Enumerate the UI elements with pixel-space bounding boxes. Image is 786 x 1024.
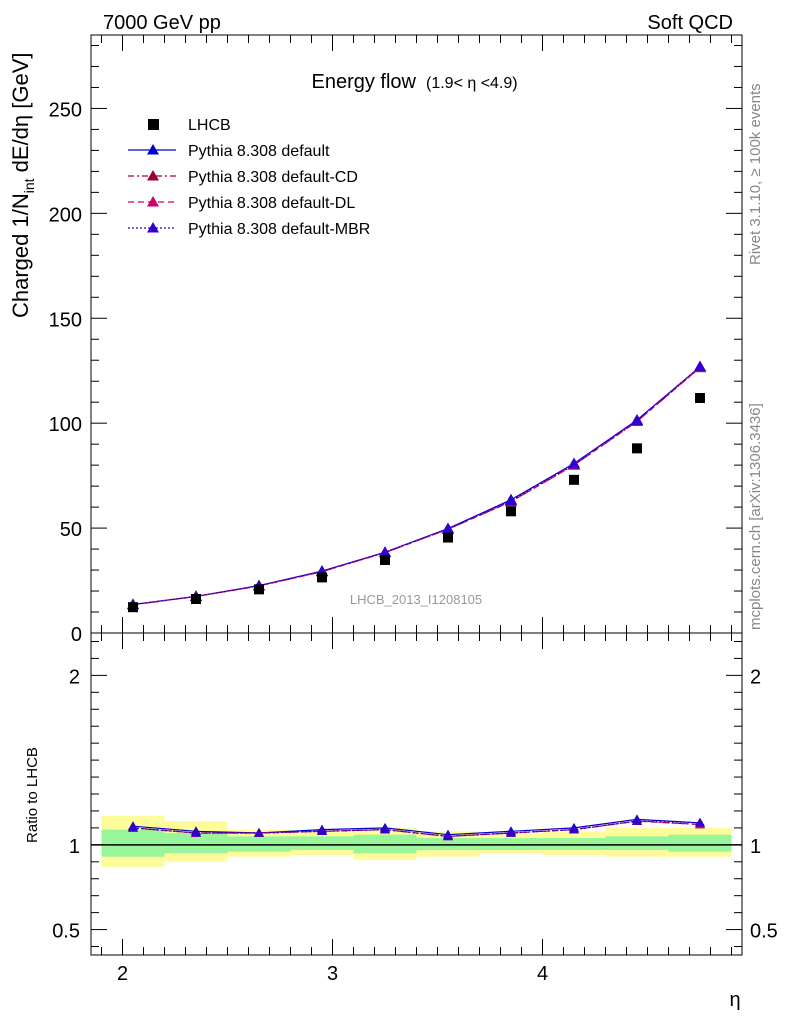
uncertainty-band-green [479, 838, 543, 850]
data-point-marker [506, 506, 516, 517]
main-y-tick-label: 50 [60, 519, 82, 541]
ratio-3-marker [443, 831, 453, 841]
ratio-frame [90, 632, 743, 956]
uncertainty-band-green [605, 836, 669, 850]
data-point-marker [254, 584, 264, 595]
ratio-y-tick-label-right: 0.5 [750, 921, 778, 943]
legend-marker-3 [147, 222, 159, 233]
data-point-marker [128, 602, 138, 613]
ratio-y-tick-label: 0.5 [52, 921, 80, 943]
ratio-y-axis-label: Ratio to LHCB [24, 747, 41, 843]
y-label-main: Charged 1/N [8, 193, 33, 318]
series-3-marker [442, 522, 454, 534]
ratio-line-3 [132, 820, 701, 838]
legend-marker-data [148, 119, 159, 130]
ratio-3-marker [632, 816, 642, 825]
main-y-tick-label: 250 [49, 99, 82, 121]
data-point-marker [380, 554, 390, 565]
ratio-data-layer [91, 814, 742, 867]
header-process-label: Soft QCD [647, 12, 733, 34]
data-point-marker [317, 572, 327, 583]
ratio-3-marker [695, 817, 705, 827]
ratio-y-tick-label-right: 1 [750, 836, 761, 858]
ratio-3-marker [380, 824, 390, 834]
ratio-axis-ticks: 0.5 0.5 1 1 2 2 2 3 4 [52, 633, 778, 985]
uncertainty-band-green [668, 834, 732, 852]
data-point-marker [695, 392, 705, 403]
legend-label: LHCB [188, 117, 231, 134]
series-3-marker [631, 414, 643, 425]
chart-title: Energy flow [312, 71, 417, 93]
uncertainty-band-green [416, 838, 480, 850]
y-label-subscript: int [21, 178, 37, 193]
series-3-marker [694, 360, 706, 372]
main-y-tick-label: 100 [49, 414, 82, 436]
legend: LHCB Pythia 8.308 default Pythia 8.308 def… [128, 117, 370, 238]
mcplots-source-label: mcplots.cern.ch [arXiv:1306.3436] [747, 403, 764, 630]
legend-label: Pythia 8.308 default-DL [188, 195, 355, 212]
x-axis-label: η [729, 989, 740, 1011]
data-point-marker [569, 474, 579, 485]
uncertainty-band-green [542, 838, 606, 850]
ratio-y-tick-label: 1 [69, 836, 80, 858]
uncertainty-band-green [164, 832, 228, 854]
legend-marker-2 [147, 196, 159, 207]
header-beam-label: 7000 GeV pp [103, 12, 221, 34]
ratio-panel: 0.5 0.5 1 1 2 2 2 3 4 Ratio to LHCB η [24, 632, 778, 1011]
rivet-version-label: Rivet 3.1.10, ≥ 100k events [747, 83, 764, 265]
main-y-tick-label: 200 [49, 204, 82, 226]
series-3-marker [568, 458, 580, 469]
series-line-3 [132, 366, 701, 606]
legend-label: Pythia 8.308 default-MBR [188, 221, 370, 238]
ratio-y-tick-label: 2 [69, 666, 80, 688]
main-y-tick-label: 150 [49, 309, 82, 331]
legend-label: Pythia 8.308 default-CD [188, 169, 358, 186]
x-tick-label: 3 [327, 963, 338, 985]
uncertainty-band-green [290, 836, 354, 850]
series-line-0 [132, 366, 701, 606]
ratio-3-marker [254, 827, 264, 837]
uncertainty-band-green [227, 836, 291, 852]
legend-label: Pythia 8.308 default [188, 143, 330, 160]
uncertainty-band-green [101, 829, 165, 857]
x-tick-label: 2 [117, 963, 128, 985]
main-axis-ticks: 0 50 100 150 200 250 [49, 35, 742, 646]
y-label-rest: dE/dη [GeV] [8, 52, 33, 178]
series-3-marker [379, 546, 391, 557]
ratio-y-tick-label-right: 2 [750, 666, 761, 688]
ratio-3-marker [569, 824, 579, 834]
ratio-3-marker [317, 826, 327, 836]
ratio-3-marker [128, 822, 138, 832]
main-data-layer [127, 360, 706, 613]
main-y-axis-label: Charged 1/Nint dE/dη [GeV] [8, 52, 37, 318]
chart-title-range: (1.9< η <4.9) [426, 75, 518, 92]
analysis-watermark: LHCB_2013_I1208105 [350, 592, 482, 607]
uncertainty-band-green [353, 834, 417, 854]
ratio-3-marker [191, 827, 201, 837]
legend-marker-1 [147, 170, 159, 181]
main-panel: 0 50 100 150 200 250 Energy flow (1.9< η <4.9… [8, 34, 743, 646]
series-3-marker [505, 494, 517, 506]
data-point-marker [632, 443, 642, 454]
series-line-1 [132, 367, 701, 606]
x-tick-label: 4 [537, 963, 548, 985]
legend-marker-0 [147, 144, 159, 155]
main-y-tick-label: 0 [71, 624, 82, 646]
data-point-marker [191, 594, 201, 605]
ratio-3-marker [506, 827, 516, 837]
series-line-2 [132, 367, 701, 606]
data-point-marker [443, 532, 453, 543]
ratio-line-0 [132, 818, 701, 836]
